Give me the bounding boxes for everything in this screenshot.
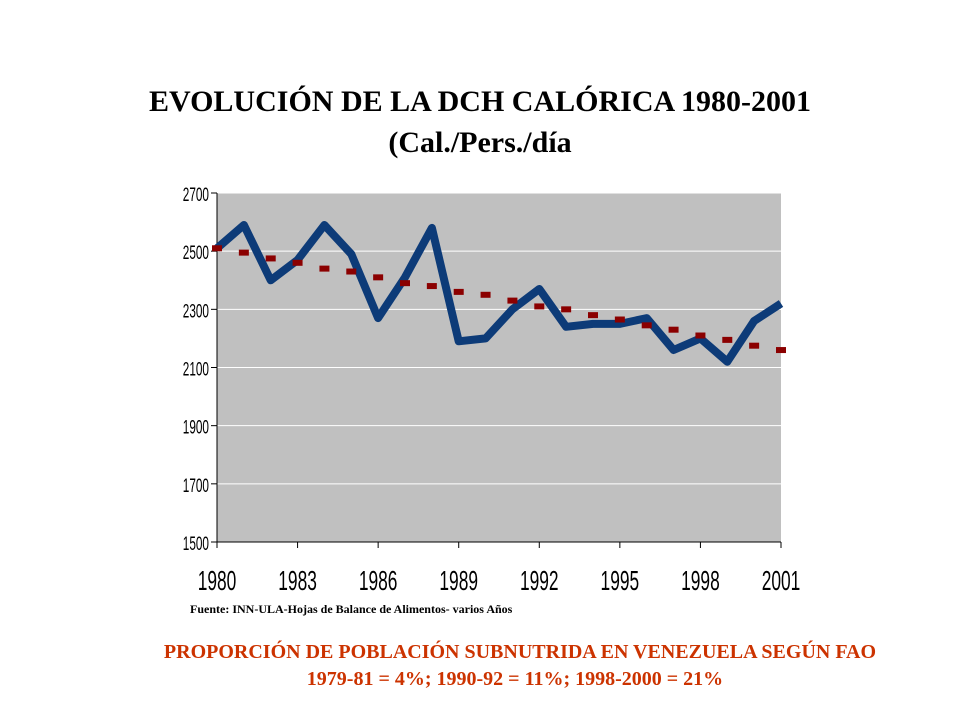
trend-marker xyxy=(507,297,518,304)
y-tick-labels: 1500 1700 1900 2100 2300 2500 2700 xyxy=(183,185,209,554)
series-group xyxy=(212,221,786,366)
trend-marker xyxy=(400,280,410,287)
undernourishment-values: 1979-81 = 4%; 1990-92 = 11%; 1998-2000 =… xyxy=(306,668,724,690)
axes xyxy=(211,192,782,548)
y-tick-label: 2100 xyxy=(183,360,209,380)
x-tick-label: 1983 xyxy=(278,565,317,596)
trend-marker xyxy=(480,291,491,298)
x-tick-label: 1992 xyxy=(520,565,559,596)
x-tick-label: 1986 xyxy=(359,565,398,596)
source-note: Fuente: INN-ULA-Hojas de Balance de Alim… xyxy=(190,602,513,616)
y-tick-label: 1700 xyxy=(183,476,209,496)
trend-marker xyxy=(614,316,625,323)
trend-marker xyxy=(265,255,276,262)
trend-marker xyxy=(426,283,437,290)
trend-marker xyxy=(453,288,464,295)
trend-marker xyxy=(695,332,706,339)
trend-marker xyxy=(238,249,249,256)
y-tick-label: 2300 xyxy=(183,302,209,322)
trend-marker xyxy=(749,342,760,349)
y-tick-label: 1900 xyxy=(183,418,209,438)
trend-marker xyxy=(561,306,572,313)
trend-marker xyxy=(534,303,545,310)
x-tick-label: 1998 xyxy=(681,565,720,596)
gridlines xyxy=(217,192,781,485)
trend-marker xyxy=(668,326,679,333)
y-tick-label: 2700 xyxy=(183,185,209,205)
x-tick-label: 1995 xyxy=(601,565,640,596)
x-tick-label: 2001 xyxy=(762,565,801,596)
y-tick-label: 2500 xyxy=(183,244,209,264)
chart-title: EVOLUCIÓN DE LA DCH CALÓRICA 1980-2001 xyxy=(149,85,811,118)
chart-subtitle: (Cal./Pers./día xyxy=(388,126,572,159)
trend-marker xyxy=(212,245,222,252)
y-tick-label: 1500 xyxy=(183,534,209,554)
trend-marker xyxy=(346,268,357,275)
trend-marker xyxy=(588,312,598,319)
trend-marker xyxy=(292,259,303,266)
series-line xyxy=(214,221,784,366)
x-tick-label: 1989 xyxy=(439,565,478,596)
trend-marker xyxy=(319,265,330,272)
x-tick-labels: 1980 1983 1986 1989 1992 1995 1998 2001 xyxy=(198,565,801,596)
trend-marker xyxy=(722,336,733,343)
x-tick-label: 1980 xyxy=(198,565,237,596)
trend-marker xyxy=(373,274,384,281)
undernourishment-heading: PROPORCIÓN DE POBLACIÓN SUBNUTRIDA EN VE… xyxy=(163,641,877,663)
trend-marker xyxy=(641,322,652,329)
trend-marker xyxy=(776,347,786,354)
